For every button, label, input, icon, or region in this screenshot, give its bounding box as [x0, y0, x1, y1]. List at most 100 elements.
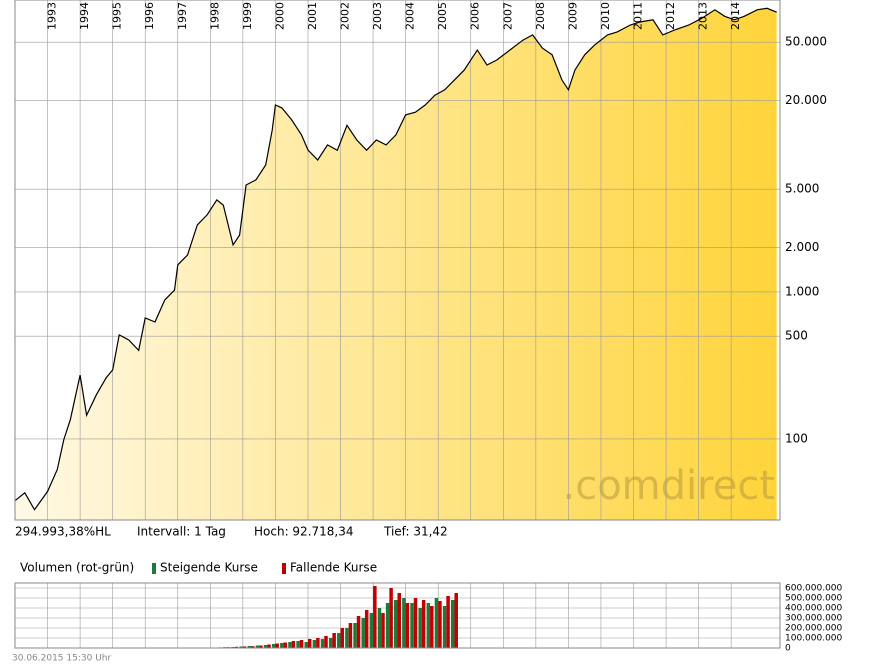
x-tick-label: 2013	[697, 2, 710, 30]
volume-bar	[304, 642, 308, 648]
volume-bar	[328, 638, 333, 648]
plot-frame	[14, 0, 781, 521]
y-tick-label: 100.000.000	[785, 634, 843, 644]
volume-bar	[446, 596, 450, 648]
y-tick-label: 5.000	[785, 182, 819, 196]
volume-bar	[377, 608, 382, 648]
volume-bar	[418, 608, 422, 648]
volume-bar	[450, 600, 455, 648]
legend-swatch	[152, 563, 156, 574]
volume-bar	[320, 639, 325, 648]
watermark: .comdirect	[563, 463, 776, 509]
volume-bar	[242, 646, 247, 648]
legend-swatch	[282, 563, 286, 574]
volume-bar	[369, 613, 374, 648]
x-tick-label: 2006	[469, 2, 482, 30]
volume-bar	[267, 644, 271, 648]
x-tick-label: 1997	[176, 2, 189, 30]
volume-bar	[394, 600, 398, 648]
x-tick-label: 2011	[632, 2, 645, 30]
volume-bar	[345, 628, 349, 648]
volume-bar	[348, 623, 353, 648]
volume-bar	[438, 601, 442, 648]
volume-bar	[405, 603, 410, 648]
x-tick-label: 2000	[273, 2, 286, 30]
volume-bar	[259, 645, 263, 648]
y-tick-label: 500.000.000	[785, 594, 843, 604]
x-tick-label: 1993	[46, 2, 59, 30]
price-area	[15, 8, 777, 521]
volume-bar	[353, 623, 357, 648]
y-tick-label: 100	[785, 431, 808, 445]
volume-bar	[385, 603, 390, 648]
y-tick-label: 500	[785, 329, 808, 343]
volume-bar	[364, 610, 369, 648]
y-tick-label: 0	[785, 644, 791, 654]
x-tick-label: 2014	[729, 2, 742, 30]
x-tick-label: 2003	[371, 2, 384, 30]
x-tick-label: 2002	[339, 2, 352, 30]
volume-bar	[337, 633, 341, 648]
volume-bar	[263, 645, 268, 648]
volume-bar	[381, 613, 385, 648]
x-tick-label: 1999	[241, 2, 254, 30]
volume-bar	[296, 641, 300, 648]
volume-bar	[288, 642, 292, 648]
volume-bar	[430, 606, 434, 648]
x-tick-label: 2012	[664, 2, 677, 30]
volume-bar	[402, 598, 406, 648]
volume-bar	[454, 593, 458, 648]
volume-bar	[426, 603, 431, 648]
volume-bar	[251, 646, 255, 648]
volume-bar	[324, 636, 328, 648]
y-tick-label: 1.000	[785, 284, 819, 298]
x-tick-label: 2001	[306, 2, 319, 30]
x-tick-label: 2007	[501, 2, 514, 30]
volume-bar	[421, 600, 426, 648]
low: Tief: 31,42	[383, 525, 448, 539]
plot-frame	[14, 582, 781, 649]
high: Hoch: 92.718,34	[254, 525, 354, 539]
x-tick-label: 2010	[599, 2, 612, 30]
volume-bar	[275, 643, 279, 648]
y-tick-label: 200.000.000	[785, 624, 843, 634]
y-tick-label: 20.000	[785, 93, 827, 107]
volume-bar	[397, 593, 401, 648]
volume-bar	[389, 588, 393, 648]
volume-bar	[332, 633, 336, 648]
y-tick-label: 600.000.000	[785, 584, 843, 594]
volume-bar	[442, 606, 447, 648]
performance: 294.993,38%HL	[15, 525, 111, 539]
y-tick-label: 50.000	[785, 35, 827, 49]
volume-bar	[312, 640, 317, 648]
legend-label: Steigende Kurse	[160, 561, 258, 575]
interval: Intervall: 1 Tag	[137, 525, 226, 539]
x-tick-label: 2008	[534, 2, 547, 30]
volume-bar	[280, 643, 284, 648]
volume-bar	[413, 598, 418, 648]
volume-bar	[356, 616, 361, 648]
volume-bar	[434, 598, 439, 648]
x-tick-label: 1998	[208, 2, 221, 30]
volume-bar	[234, 646, 239, 648]
volume-bar	[291, 641, 296, 648]
volume-bar	[307, 639, 312, 648]
x-tick-label: 1996	[143, 2, 156, 30]
volume-bar	[255, 645, 260, 648]
volume-bar	[271, 644, 276, 648]
volume-bar	[340, 628, 345, 648]
timestamp: 30.06.2015 15:30 Uhr	[12, 654, 111, 664]
x-tick-label: 2005	[436, 2, 449, 30]
x-tick-label: 2009	[566, 2, 579, 30]
y-tick-label: 400.000.000	[785, 604, 843, 614]
volume-bar	[373, 586, 377, 648]
x-tick-label: 1995	[111, 2, 124, 30]
volume-title: Volumen (rot-grün)	[20, 561, 134, 575]
y-tick-label: 300.000.000	[785, 614, 843, 624]
volume-bar	[410, 603, 414, 648]
x-tick-label: 2004	[404, 2, 417, 30]
x-tick-label: 1994	[78, 2, 91, 30]
price-line	[14, 7, 777, 511]
volume-bar	[299, 640, 304, 648]
